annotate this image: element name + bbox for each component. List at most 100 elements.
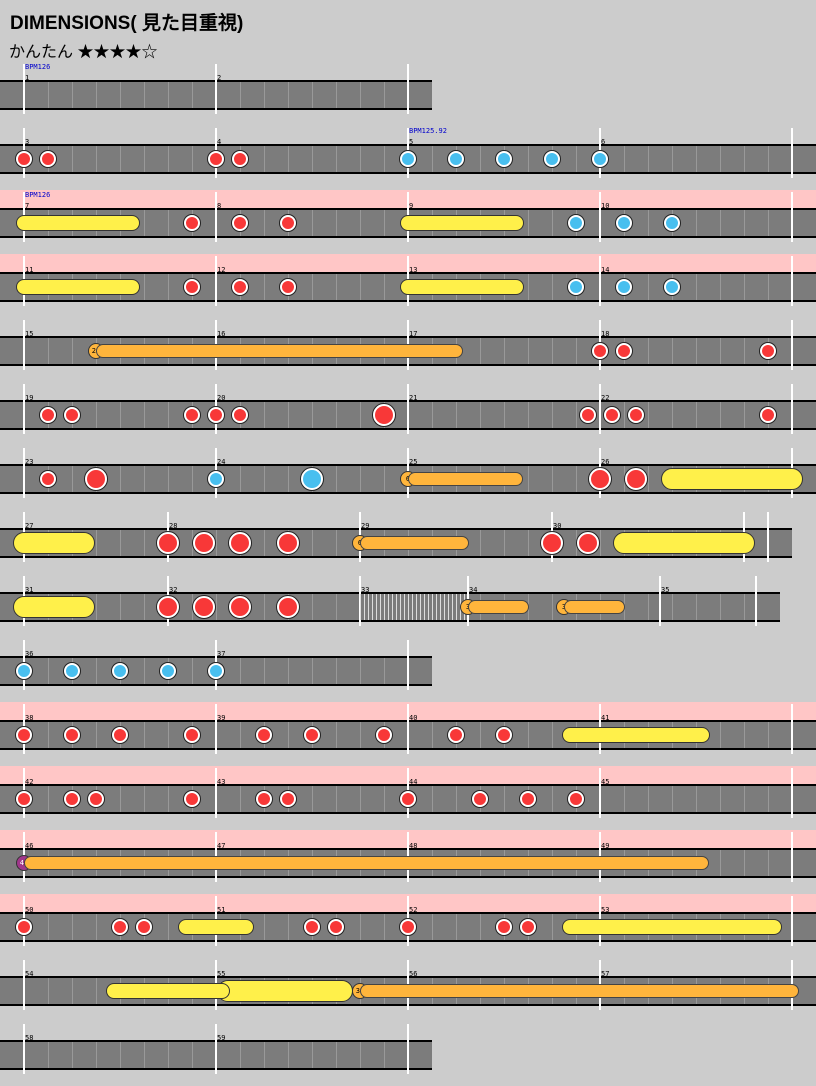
don-note (16, 151, 32, 167)
measure-number: 14 (601, 266, 610, 274)
beat-line (528, 338, 529, 364)
beat-line (480, 914, 481, 940)
beat-line (672, 786, 673, 812)
beat-line (192, 1042, 193, 1068)
measure-number: 42 (25, 778, 34, 786)
beat-line (48, 722, 49, 748)
beat-line (336, 146, 337, 172)
beat-line (504, 338, 505, 364)
beat-line (432, 402, 433, 428)
measure-number: 50 (25, 906, 34, 914)
balloon-roll (96, 344, 463, 358)
beat-line (552, 786, 553, 812)
beat-line (768, 786, 769, 812)
don-note (184, 279, 200, 295)
beat-line (144, 722, 145, 748)
measure-number: 12 (217, 266, 226, 274)
bar-line (791, 128, 793, 178)
beat-line (336, 594, 337, 620)
beat-line (648, 338, 649, 364)
chart-row: 50 51 52 53 (0, 894, 816, 958)
beat-line (720, 850, 721, 876)
don-note (760, 407, 776, 423)
measure-number: 25 (409, 458, 418, 466)
measure-number: 37 (217, 650, 226, 658)
beat-line (720, 274, 721, 300)
beat-line (288, 466, 289, 492)
beat-line (144, 466, 145, 492)
bar-line (23, 320, 25, 370)
beat-line (48, 786, 49, 812)
drumroll (400, 279, 524, 295)
beat-line (552, 274, 553, 300)
measure-number: 28 (169, 522, 178, 530)
measure-number: 43 (217, 778, 226, 786)
balloon-roll (408, 472, 523, 486)
beat-line (120, 1042, 121, 1068)
beat-line (480, 338, 481, 364)
beat-line (192, 146, 193, 172)
beat-line (360, 274, 361, 300)
ka-note (496, 151, 512, 167)
measure-number: 10 (601, 202, 610, 210)
beat-line (336, 82, 337, 108)
don-note (184, 215, 200, 231)
bar-line (23, 384, 25, 434)
beat-line (96, 402, 97, 428)
measure-number: 20 (217, 394, 226, 402)
big-don-note (229, 596, 251, 618)
beat-line (96, 82, 97, 108)
bar-line (23, 64, 25, 114)
beat-line (192, 594, 193, 620)
measure-number: 55 (217, 970, 226, 978)
big-don-note (157, 532, 179, 554)
chart-title: DIMENSIONS( 見た目重視) (10, 13, 244, 34)
don-note (604, 407, 620, 423)
ka-note (64, 663, 80, 679)
bpm-marker: BPM125.92 (409, 127, 447, 135)
beat-line (456, 786, 457, 812)
measure-number: 58 (25, 1034, 34, 1042)
big-don-note (625, 468, 647, 490)
don-note (64, 727, 80, 743)
beat-line (192, 530, 193, 556)
bar-line (599, 256, 601, 306)
beat-line (528, 530, 529, 556)
beat-line (288, 402, 289, 428)
beat-line (528, 210, 529, 236)
beat-line (48, 82, 49, 108)
drumroll (562, 919, 782, 935)
don-note (184, 727, 200, 743)
measure-number: 59 (217, 1034, 226, 1042)
beat-line (168, 146, 169, 172)
bar-line (407, 64, 409, 114)
measure-number: 4 (217, 138, 222, 146)
measure-number: 32 (169, 586, 178, 594)
beat-line (528, 722, 529, 748)
measure-number: 29 (361, 522, 370, 530)
beat-line (456, 402, 457, 428)
don-note (88, 791, 104, 807)
bar-line (23, 960, 25, 1010)
beat-line (168, 466, 169, 492)
measure-number: 47 (217, 842, 226, 850)
chart-row: 36 37 (0, 638, 816, 702)
ka-note (616, 215, 632, 231)
beat-line (480, 146, 481, 172)
bpm-marker: BPM126 (25, 63, 51, 71)
beat-line (360, 466, 361, 492)
beat-line (360, 786, 361, 812)
measure-number: 24 (217, 458, 226, 466)
beat-line (192, 658, 193, 684)
beat-line (144, 274, 145, 300)
beat-line (264, 594, 265, 620)
beat-line (96, 658, 97, 684)
beat-line (768, 146, 769, 172)
don-note (472, 791, 488, 807)
measure-number: 23 (25, 458, 34, 466)
big-drumroll (661, 468, 803, 490)
balloon-roll (564, 600, 625, 614)
beat-line (264, 274, 265, 300)
beat-line (216, 530, 217, 556)
bar-line (791, 320, 793, 370)
